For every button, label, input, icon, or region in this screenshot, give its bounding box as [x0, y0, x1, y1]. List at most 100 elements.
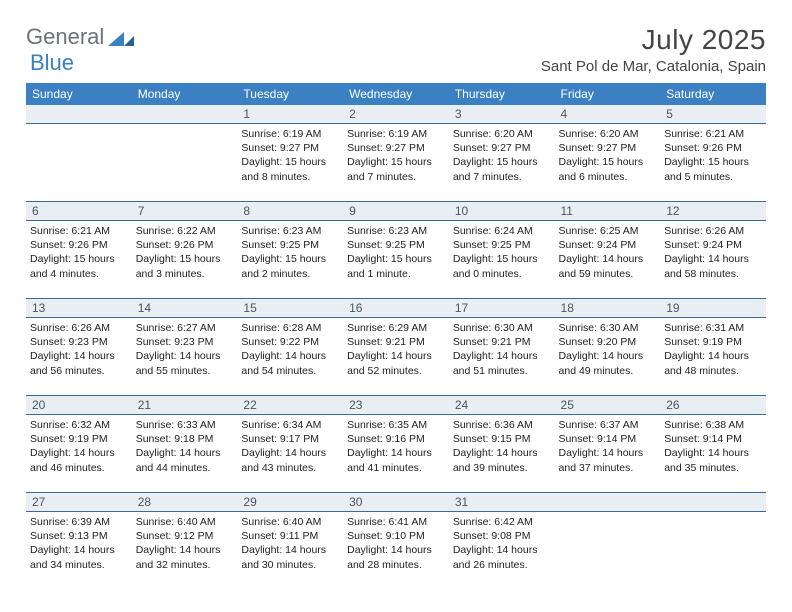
- sun-detail: Sunrise: 6:26 AMSunset: 9:24 PMDaylight:…: [664, 224, 762, 281]
- day-detail-cell: Sunrise: 6:29 AMSunset: 9:21 PMDaylight:…: [343, 318, 449, 396]
- brand-triangle-icon: [108, 28, 134, 46]
- day-number-cell: 19: [660, 299, 766, 318]
- brand-part-1: General: [26, 24, 104, 50]
- day-number-row: 20212223242526: [26, 396, 766, 415]
- sun-detail: Sunrise: 6:22 AMSunset: 9:26 PMDaylight:…: [136, 224, 234, 281]
- weekday-header: Saturday: [660, 83, 766, 105]
- day-detail-cell: Sunrise: 6:41 AMSunset: 9:10 PMDaylight:…: [343, 512, 449, 590]
- day-detail-cell: Sunrise: 6:35 AMSunset: 9:16 PMDaylight:…: [343, 415, 449, 493]
- sun-detail: Sunrise: 6:20 AMSunset: 9:27 PMDaylight:…: [559, 127, 657, 184]
- day-number-cell: 18: [555, 299, 661, 318]
- calendar-table: SundayMondayTuesdayWednesdayThursdayFrid…: [26, 83, 766, 590]
- day-detail-cell: Sunrise: 6:31 AMSunset: 9:19 PMDaylight:…: [660, 318, 766, 396]
- sun-detail: Sunrise: 6:32 AMSunset: 9:19 PMDaylight:…: [30, 418, 128, 475]
- sun-detail: Sunrise: 6:39 AMSunset: 9:13 PMDaylight:…: [30, 515, 128, 572]
- day-detail-row: Sunrise: 6:21 AMSunset: 9:26 PMDaylight:…: [26, 221, 766, 299]
- day-detail-cell: Sunrise: 6:23 AMSunset: 9:25 PMDaylight:…: [343, 221, 449, 299]
- day-detail-cell: Sunrise: 6:30 AMSunset: 9:20 PMDaylight:…: [555, 318, 661, 396]
- day-number-row: 12345: [26, 105, 766, 124]
- day-detail-cell: Sunrise: 6:23 AMSunset: 9:25 PMDaylight:…: [237, 221, 343, 299]
- brand-logo: General: [26, 24, 112, 50]
- day-number-cell: 9: [343, 202, 449, 221]
- sun-detail: Sunrise: 6:27 AMSunset: 9:23 PMDaylight:…: [136, 321, 234, 378]
- day-number-cell: 1: [237, 105, 343, 124]
- day-number-cell: 6: [26, 202, 132, 221]
- day-number-cell: [660, 493, 766, 512]
- weekday-header: Sunday: [26, 83, 132, 105]
- sun-detail: Sunrise: 6:34 AMSunset: 9:17 PMDaylight:…: [241, 418, 339, 475]
- sun-detail: Sunrise: 6:19 AMSunset: 9:27 PMDaylight:…: [241, 127, 339, 184]
- day-number-cell: 15: [237, 299, 343, 318]
- day-number-cell: 12: [660, 202, 766, 221]
- weekday-header: Friday: [555, 83, 661, 105]
- day-number-cell: 4: [555, 105, 661, 124]
- day-detail-cell: Sunrise: 6:22 AMSunset: 9:26 PMDaylight:…: [132, 221, 238, 299]
- sun-detail: Sunrise: 6:35 AMSunset: 9:16 PMDaylight:…: [347, 418, 445, 475]
- sun-detail: Sunrise: 6:42 AMSunset: 9:08 PMDaylight:…: [453, 515, 551, 572]
- sun-detail: Sunrise: 6:23 AMSunset: 9:25 PMDaylight:…: [241, 224, 339, 281]
- day-number-cell: 25: [555, 396, 661, 415]
- day-number-cell: 26: [660, 396, 766, 415]
- weekday-header: Tuesday: [237, 83, 343, 105]
- sun-detail: Sunrise: 6:33 AMSunset: 9:18 PMDaylight:…: [136, 418, 234, 475]
- location-text: Sant Pol de Mar, Catalonia, Spain: [541, 58, 766, 75]
- sun-detail: Sunrise: 6:36 AMSunset: 9:15 PMDaylight:…: [453, 418, 551, 475]
- day-detail-cell: Sunrise: 6:19 AMSunset: 9:27 PMDaylight:…: [237, 124, 343, 202]
- day-detail-cell: Sunrise: 6:24 AMSunset: 9:25 PMDaylight:…: [449, 221, 555, 299]
- sun-detail: Sunrise: 6:25 AMSunset: 9:24 PMDaylight:…: [559, 224, 657, 281]
- day-number-cell: 14: [132, 299, 238, 318]
- day-number-cell: 7: [132, 202, 238, 221]
- day-detail-row: Sunrise: 6:39 AMSunset: 9:13 PMDaylight:…: [26, 512, 766, 590]
- day-detail-cell: Sunrise: 6:40 AMSunset: 9:11 PMDaylight:…: [237, 512, 343, 590]
- day-detail-row: Sunrise: 6:26 AMSunset: 9:23 PMDaylight:…: [26, 318, 766, 396]
- title-block: July 2025 Sant Pol de Mar, Catalonia, Sp…: [541, 24, 766, 75]
- day-number-cell: 27: [26, 493, 132, 512]
- day-number-cell: 10: [449, 202, 555, 221]
- day-detail-cell: Sunrise: 6:26 AMSunset: 9:23 PMDaylight:…: [26, 318, 132, 396]
- day-detail-cell: Sunrise: 6:39 AMSunset: 9:13 PMDaylight:…: [26, 512, 132, 590]
- day-number-cell: 23: [343, 396, 449, 415]
- day-detail-cell: Sunrise: 6:36 AMSunset: 9:15 PMDaylight:…: [449, 415, 555, 493]
- day-detail-cell: Sunrise: 6:30 AMSunset: 9:21 PMDaylight:…: [449, 318, 555, 396]
- day-number-cell: [26, 105, 132, 124]
- sun-detail: Sunrise: 6:23 AMSunset: 9:25 PMDaylight:…: [347, 224, 445, 281]
- weekday-header: Wednesday: [343, 83, 449, 105]
- day-number-cell: 24: [449, 396, 555, 415]
- weekday-header-row: SundayMondayTuesdayWednesdayThursdayFrid…: [26, 83, 766, 105]
- day-number-cell: 22: [237, 396, 343, 415]
- sun-detail: Sunrise: 6:31 AMSunset: 9:19 PMDaylight:…: [664, 321, 762, 378]
- calendar-body: 12345Sunrise: 6:19 AMSunset: 9:27 PMDayl…: [26, 105, 766, 590]
- day-number-row: 13141516171819: [26, 299, 766, 318]
- day-detail-row: Sunrise: 6:32 AMSunset: 9:19 PMDaylight:…: [26, 415, 766, 493]
- sun-detail: Sunrise: 6:38 AMSunset: 9:14 PMDaylight:…: [664, 418, 762, 475]
- day-number-row: 2728293031: [26, 493, 766, 512]
- day-detail-cell: Sunrise: 6:28 AMSunset: 9:22 PMDaylight:…: [237, 318, 343, 396]
- day-detail-cell: [26, 124, 132, 202]
- day-detail-cell: Sunrise: 6:20 AMSunset: 9:27 PMDaylight:…: [449, 124, 555, 202]
- sun-detail: Sunrise: 6:30 AMSunset: 9:20 PMDaylight:…: [559, 321, 657, 378]
- brand-part-2: Blue: [30, 50, 74, 76]
- sun-detail: Sunrise: 6:41 AMSunset: 9:10 PMDaylight:…: [347, 515, 445, 572]
- sun-detail: Sunrise: 6:24 AMSunset: 9:25 PMDaylight:…: [453, 224, 551, 281]
- day-detail-cell: Sunrise: 6:33 AMSunset: 9:18 PMDaylight:…: [132, 415, 238, 493]
- day-number-cell: 31: [449, 493, 555, 512]
- day-detail-cell: Sunrise: 6:25 AMSunset: 9:24 PMDaylight:…: [555, 221, 661, 299]
- sun-detail: Sunrise: 6:21 AMSunset: 9:26 PMDaylight:…: [664, 127, 762, 184]
- day-number-cell: 20: [26, 396, 132, 415]
- month-title: July 2025: [541, 24, 766, 56]
- day-number-cell: 11: [555, 202, 661, 221]
- day-detail-cell: [555, 512, 661, 590]
- day-detail-cell: Sunrise: 6:34 AMSunset: 9:17 PMDaylight:…: [237, 415, 343, 493]
- day-detail-cell: Sunrise: 6:27 AMSunset: 9:23 PMDaylight:…: [132, 318, 238, 396]
- day-detail-cell: Sunrise: 6:42 AMSunset: 9:08 PMDaylight:…: [449, 512, 555, 590]
- sun-detail: Sunrise: 6:40 AMSunset: 9:11 PMDaylight:…: [241, 515, 339, 572]
- day-detail-cell: Sunrise: 6:19 AMSunset: 9:27 PMDaylight:…: [343, 124, 449, 202]
- sun-detail: Sunrise: 6:30 AMSunset: 9:21 PMDaylight:…: [453, 321, 551, 378]
- day-number-cell: [555, 493, 661, 512]
- day-detail-cell: Sunrise: 6:21 AMSunset: 9:26 PMDaylight:…: [660, 124, 766, 202]
- day-detail-cell: Sunrise: 6:20 AMSunset: 9:27 PMDaylight:…: [555, 124, 661, 202]
- day-number-cell: [132, 105, 238, 124]
- day-detail-cell: Sunrise: 6:40 AMSunset: 9:12 PMDaylight:…: [132, 512, 238, 590]
- day-detail-cell: [132, 124, 238, 202]
- day-detail-cell: Sunrise: 6:38 AMSunset: 9:14 PMDaylight:…: [660, 415, 766, 493]
